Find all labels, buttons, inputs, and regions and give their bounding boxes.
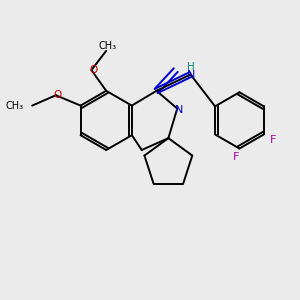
Text: CH₃: CH₃ — [5, 100, 23, 111]
Text: F: F — [269, 135, 276, 146]
Text: O: O — [53, 90, 61, 100]
Text: N: N — [175, 105, 183, 115]
Text: F: F — [233, 152, 239, 162]
Text: N: N — [186, 70, 195, 80]
Text: H: H — [187, 62, 194, 72]
Text: CH₃: CH₃ — [99, 41, 117, 51]
Text: O: O — [89, 65, 98, 75]
